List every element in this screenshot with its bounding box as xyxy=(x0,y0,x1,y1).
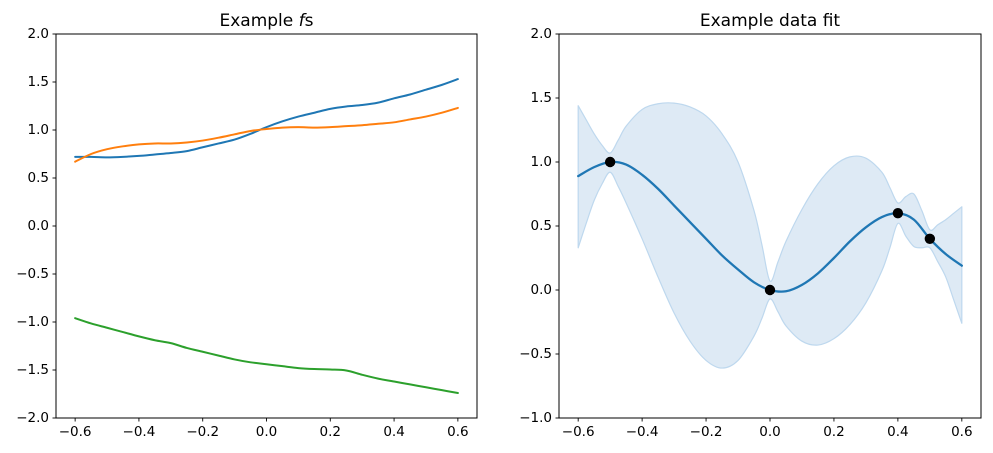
y-tick-label: 1.0 xyxy=(28,122,49,138)
y-tick-label: 0.0 xyxy=(28,218,49,234)
observations-point xyxy=(764,284,776,296)
x-tick-label: 0.6 xyxy=(447,424,468,440)
x-tick-label: −0.2 xyxy=(690,424,723,440)
example-data-fit-axes: −0.6 −0.4 −0.2 0.0 0.2 0.4 0.6 2.0 1.5 1.0 0.5 0.0 −… xyxy=(519,26,982,440)
y-tick-label: −1.5 xyxy=(16,362,49,378)
y-tick-label: 0.5 xyxy=(531,218,552,234)
f-sample-3-line xyxy=(74,317,459,395)
left-plot-title: Example fs xyxy=(56,11,477,31)
x-tick-label: −0.4 xyxy=(123,424,156,440)
x-tick-label: 0.2 xyxy=(823,424,844,440)
x-tick-label: −0.6 xyxy=(562,424,595,440)
confidence-band xyxy=(577,102,963,369)
x-tick-label: −0.2 xyxy=(186,424,219,440)
y-tick-label: −0.5 xyxy=(16,266,49,282)
example-fs-plot-area xyxy=(74,78,459,395)
observations-point xyxy=(604,156,616,168)
x-tick-label: 0.4 xyxy=(383,424,404,440)
example-fs-spines xyxy=(55,33,478,419)
y-tick-label: −2.0 xyxy=(16,410,49,426)
observations-point xyxy=(892,208,904,219)
right-plot-title: Example data fit xyxy=(559,11,981,31)
y-tick-label: 0.5 xyxy=(28,170,49,186)
y-tick-label: 1.5 xyxy=(531,90,552,106)
x-tick-label: 0.0 xyxy=(759,424,780,440)
y-tick-label: −0.5 xyxy=(519,346,552,362)
left-plot-title-suffix: s xyxy=(304,11,314,31)
y-tick-label: 2.0 xyxy=(28,26,49,42)
right-plot-title-text: Example data fit xyxy=(699,11,841,31)
y-tick-label: −1.0 xyxy=(519,410,552,426)
x-tick-label: 0.6 xyxy=(951,424,972,440)
x-tick-label: 0.0 xyxy=(256,424,277,440)
x-tick-label: 0.4 xyxy=(887,424,908,440)
x-tick-label: −0.6 xyxy=(59,424,92,440)
left-plot-title-math-f: f xyxy=(298,11,305,31)
f-sample-1-line xyxy=(74,78,459,159)
y-tick-label: −1.0 xyxy=(16,314,49,330)
y-tick-label: 1.0 xyxy=(531,154,552,170)
y-tick-label: 0.0 xyxy=(531,282,552,298)
left-plot-title-text: Example xyxy=(219,11,299,31)
x-tick-label: 0.2 xyxy=(320,424,341,440)
example-fs-axes: −0.6 −0.4 −0.2 0.0 0.2 0.4 0.6 2.0 1.5 1.0 0.5 0.0 −… xyxy=(16,26,478,440)
y-tick-label: 1.5 xyxy=(28,74,49,90)
example-data-fit-plot-area xyxy=(577,102,963,369)
observations-point xyxy=(924,233,936,244)
x-tick-label: −0.4 xyxy=(626,424,659,440)
f-sample-2-line xyxy=(74,106,459,163)
y-tick-label: 2.0 xyxy=(531,26,552,42)
